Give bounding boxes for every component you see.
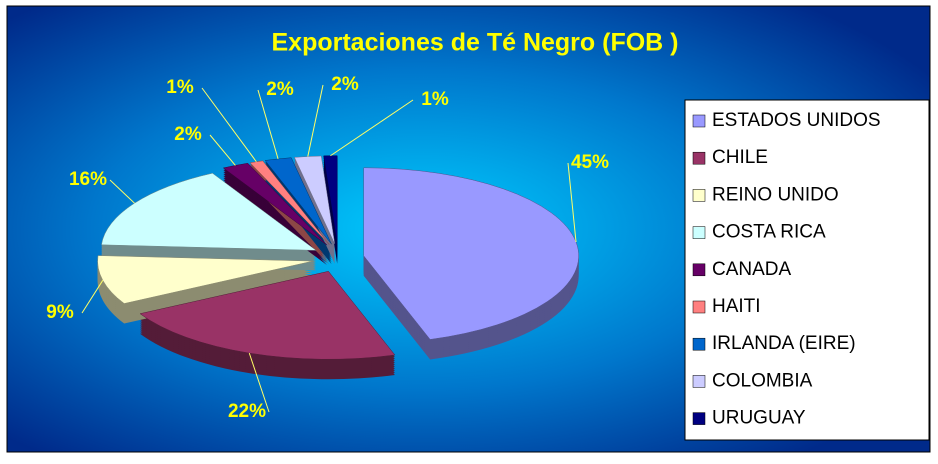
legend-label: CHILE — [712, 147, 768, 168]
slice — [139, 271, 396, 360]
legend-label: COSTA RICA — [712, 222, 826, 243]
leader-line — [330, 99, 414, 157]
leader-line — [567, 162, 577, 243]
data-label: 1% — [166, 77, 194, 98]
leader-line — [209, 134, 236, 166]
legend-label: IRLANDA (EIRE) — [712, 333, 856, 354]
legend-swatch — [692, 375, 706, 388]
slice-side — [294, 159, 335, 248]
data-label: 2% — [174, 124, 202, 145]
slice — [101, 172, 317, 251]
legend-label: ESTADOS UNIDOS — [712, 110, 881, 131]
slice — [323, 155, 338, 244]
slice-side — [294, 157, 335, 246]
leader-line — [201, 87, 257, 163]
legend-label: COLOMBIA — [712, 370, 813, 391]
leader-line — [248, 352, 270, 413]
data-label: 22% — [228, 401, 266, 422]
legend — [684, 99, 930, 441]
data-label: 2% — [266, 79, 294, 100]
legend-swatch — [692, 151, 706, 165]
chart-title: Exportaciones de Té Negro (FOB ) — [271, 29, 678, 57]
legend-swatch — [692, 114, 706, 128]
data-label: 9% — [46, 302, 74, 323]
legend-swatch — [692, 263, 706, 277]
leader-line — [307, 84, 324, 157]
legend-swatch — [692, 337, 706, 351]
legend-label: URUGUAY — [712, 408, 806, 429]
leader-line — [257, 89, 279, 160]
data-label: 45% — [571, 152, 609, 173]
legend-swatch — [692, 189, 706, 202]
legend-swatch — [692, 300, 706, 314]
legend-label: HAITI — [712, 296, 761, 317]
slice-side — [294, 161, 335, 250]
legend-label: REINO UNIDO — [712, 184, 839, 205]
legend-swatch — [692, 412, 706, 425]
slice — [363, 167, 579, 340]
legend-label: CANADA — [712, 259, 792, 280]
slice — [222, 162, 328, 246]
leader-line — [81, 280, 104, 314]
legend-swatch — [692, 226, 706, 239]
leader-line — [109, 179, 135, 204]
data-label: 16% — [69, 169, 107, 190]
data-label: 1% — [421, 89, 449, 110]
data-label: 2% — [331, 74, 359, 95]
